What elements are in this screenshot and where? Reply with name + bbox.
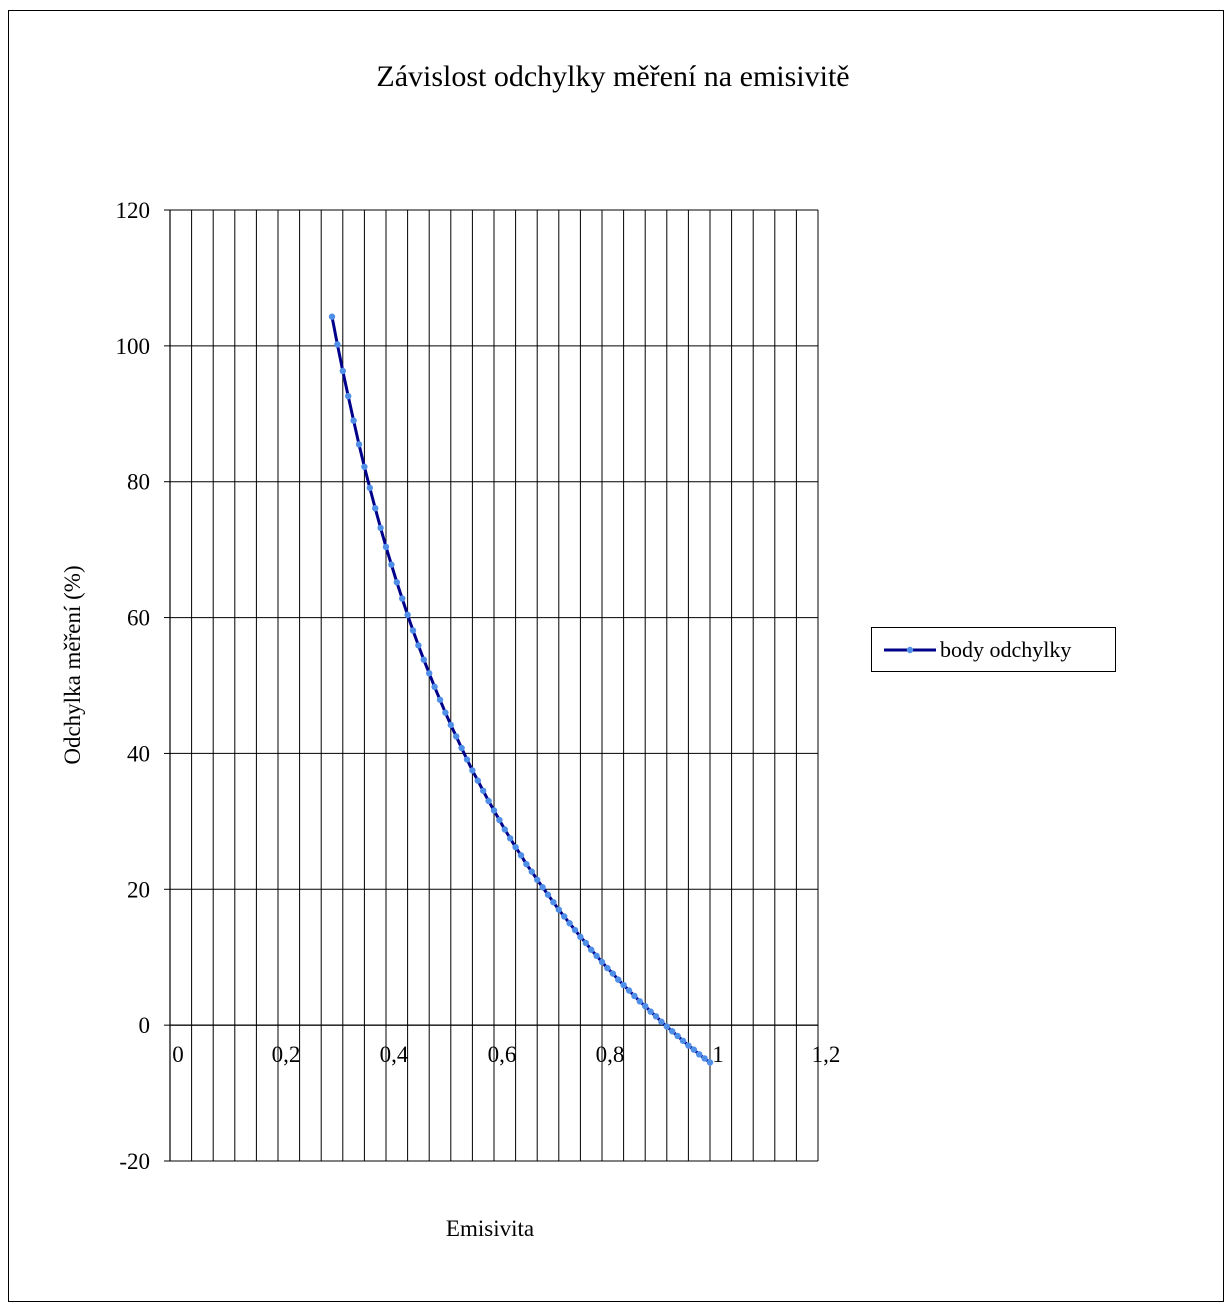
data-point xyxy=(679,1037,687,1044)
data-point xyxy=(604,964,611,972)
y-tick-label: 40 xyxy=(127,741,150,766)
data-point xyxy=(339,367,346,375)
data-point xyxy=(404,611,411,619)
data-point xyxy=(501,826,508,833)
data-point xyxy=(571,926,579,934)
data-point xyxy=(345,392,352,400)
data-point xyxy=(474,777,481,784)
data-point xyxy=(642,1002,649,1010)
data-point xyxy=(701,1055,708,1062)
data-point xyxy=(350,417,357,424)
legend-swatch xyxy=(884,646,936,653)
data-point xyxy=(528,868,535,875)
data-point xyxy=(334,341,341,348)
data-point xyxy=(436,696,444,703)
x-tick-label: 0,8 xyxy=(596,1042,625,1067)
data-point xyxy=(593,952,600,960)
data-point xyxy=(372,505,379,512)
data-point xyxy=(426,670,433,677)
data-point xyxy=(566,920,573,927)
data-point xyxy=(485,797,492,805)
data-point xyxy=(490,807,498,814)
x-tick-label: 1 xyxy=(712,1042,724,1067)
data-point xyxy=(647,1008,654,1015)
x-tick-label: 0,4 xyxy=(380,1042,409,1067)
data-point xyxy=(598,958,606,966)
data-point xyxy=(453,733,460,740)
data-point xyxy=(636,998,643,1005)
tick-labels: 120 100 80 60 40 20 0 -20 0 0,2 0,4 0,6 0,8 1 1,2 xyxy=(116,198,841,1174)
data-point xyxy=(539,884,546,891)
data-point xyxy=(523,860,530,868)
y-tick-label: 120 xyxy=(116,198,151,223)
data-point xyxy=(555,906,562,913)
y-axis-title: Odchylka měření (%) xyxy=(60,565,85,765)
y-tick-label: 100 xyxy=(116,334,151,359)
data-point xyxy=(706,1059,714,1066)
data-point xyxy=(663,1023,670,1030)
data-point xyxy=(463,756,471,763)
data-point xyxy=(631,992,638,1000)
series-line xyxy=(330,316,711,1064)
grid xyxy=(169,209,819,1162)
data-point xyxy=(382,543,390,551)
data-point xyxy=(517,852,525,859)
x-axis-title: Emisivita xyxy=(445,1216,535,1241)
x-tick-label: 1,2 xyxy=(812,1042,841,1067)
data-point xyxy=(561,913,568,920)
data-point xyxy=(544,891,552,898)
data-point xyxy=(458,744,465,752)
data-point xyxy=(696,1051,703,1058)
y-tick-label: -20 xyxy=(119,1149,150,1174)
y-tick-label: 60 xyxy=(127,606,150,631)
data-point xyxy=(496,816,503,824)
data-point xyxy=(388,561,395,568)
y-tick-label: 80 xyxy=(127,470,150,495)
data-point xyxy=(415,642,422,649)
series-layer xyxy=(328,313,714,1066)
data-point xyxy=(393,579,400,586)
data-point xyxy=(577,933,584,941)
data-point xyxy=(355,441,363,448)
data-point xyxy=(399,595,406,602)
data-point xyxy=(409,627,417,634)
data-point xyxy=(674,1032,681,1040)
data-point xyxy=(550,898,557,906)
data-point xyxy=(534,876,541,883)
data-point xyxy=(442,709,449,716)
data-point xyxy=(447,721,454,729)
data-point xyxy=(377,524,384,532)
data-point xyxy=(328,313,336,320)
data-point xyxy=(420,656,427,663)
data-point xyxy=(658,1018,665,1025)
data-point xyxy=(507,835,514,842)
x-tick-label: 0,2 xyxy=(272,1042,301,1067)
data-point xyxy=(669,1028,676,1035)
data-point xyxy=(588,946,595,953)
data-point xyxy=(615,976,622,983)
data-point xyxy=(366,484,373,492)
data-point xyxy=(609,970,616,977)
chart-title: Závislost odchylky měření na emisivitě xyxy=(376,60,850,93)
data-point xyxy=(690,1046,697,1053)
x-tick-label: 0 xyxy=(172,1042,184,1067)
y-tick-label: 20 xyxy=(127,877,150,902)
data-point xyxy=(625,987,633,994)
legend-label: body odchylky xyxy=(940,636,1072,662)
data-point xyxy=(361,463,368,470)
data-point xyxy=(431,683,438,691)
legend: body odchylky xyxy=(871,627,1116,672)
y-tick-label: 0 xyxy=(139,1013,151,1038)
x-tick-label: 0,6 xyxy=(488,1042,517,1067)
data-point xyxy=(469,767,476,774)
data-point xyxy=(685,1042,692,1049)
data-point xyxy=(620,981,627,989)
data-point xyxy=(582,939,589,947)
data-point xyxy=(512,843,519,851)
data-point xyxy=(480,787,487,794)
data-point xyxy=(652,1013,660,1020)
